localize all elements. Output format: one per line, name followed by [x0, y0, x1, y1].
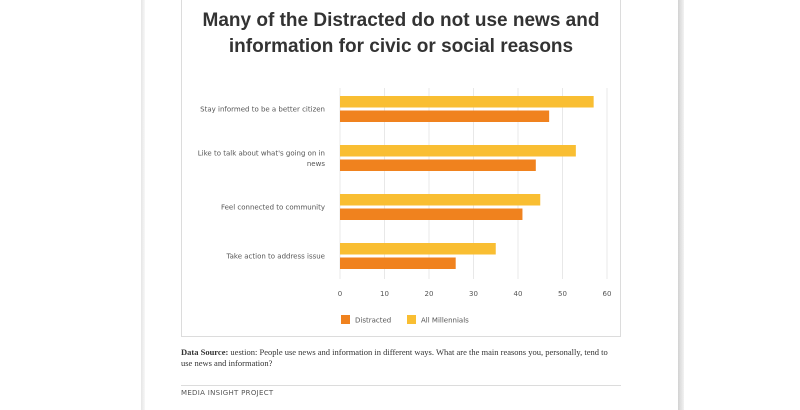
- data-source-label: Data Source:: [181, 347, 229, 357]
- x-tick-label-50: 50: [558, 290, 567, 298]
- page-shadow-left: [141, 0, 145, 410]
- x-tick-label-30: 30: [469, 290, 478, 298]
- legend-swatch-all-millennials: [407, 315, 416, 324]
- legend-label-all-millennials: All Millennials: [421, 317, 469, 325]
- bar-distracted-3: [340, 208, 523, 220]
- bar-distracted-4: [340, 257, 456, 269]
- bar-all-millennials-2: [340, 145, 576, 157]
- category-labels: Stay informed to be a better citizen Like…: [198, 106, 326, 261]
- bar-all-millennials-1: [340, 96, 594, 108]
- category-label-3: Feel connected to community: [221, 204, 325, 212]
- chart-title: Many of the Distracted do not use news a…: [202, 10, 600, 57]
- x-tick-label-40: 40: [514, 290, 523, 298]
- legend-label-distracted: Distracted: [355, 317, 391, 325]
- page-shadow-right: [678, 0, 684, 410]
- x-tick-label-0: 0: [338, 290, 342, 298]
- bar-distracted-2: [340, 159, 536, 171]
- legend: Distracted All Millennials: [341, 315, 469, 325]
- x-axis-ticks: 0 10 20 30 40 50 60: [338, 290, 612, 298]
- legend-swatch-distracted: [341, 315, 350, 324]
- data-source-text: uestion: People use news and information…: [181, 347, 608, 368]
- data-source-note: Data Source: uestion: People use news an…: [181, 347, 611, 369]
- x-tick-label-10: 10: [380, 290, 389, 298]
- category-label-4: Take action to address issue: [226, 253, 325, 261]
- bar-all-millennials-4: [340, 243, 496, 255]
- bar-all-millennials-3: [340, 194, 541, 206]
- category-label-2: Like to talk about what's going on in new…: [198, 149, 326, 168]
- x-tick-label-60: 60: [603, 290, 612, 298]
- footer-divider: [181, 385, 621, 386]
- x-tick-label-20: 20: [425, 290, 434, 298]
- bar-distracted-1: [340, 110, 550, 122]
- category-label-1: Stay informed to be a better citizen: [200, 106, 325, 114]
- bars: [340, 96, 594, 269]
- footer-brand: MEDIA INSIGHT PROJECT: [181, 389, 274, 397]
- chart-card: [181, 0, 621, 337]
